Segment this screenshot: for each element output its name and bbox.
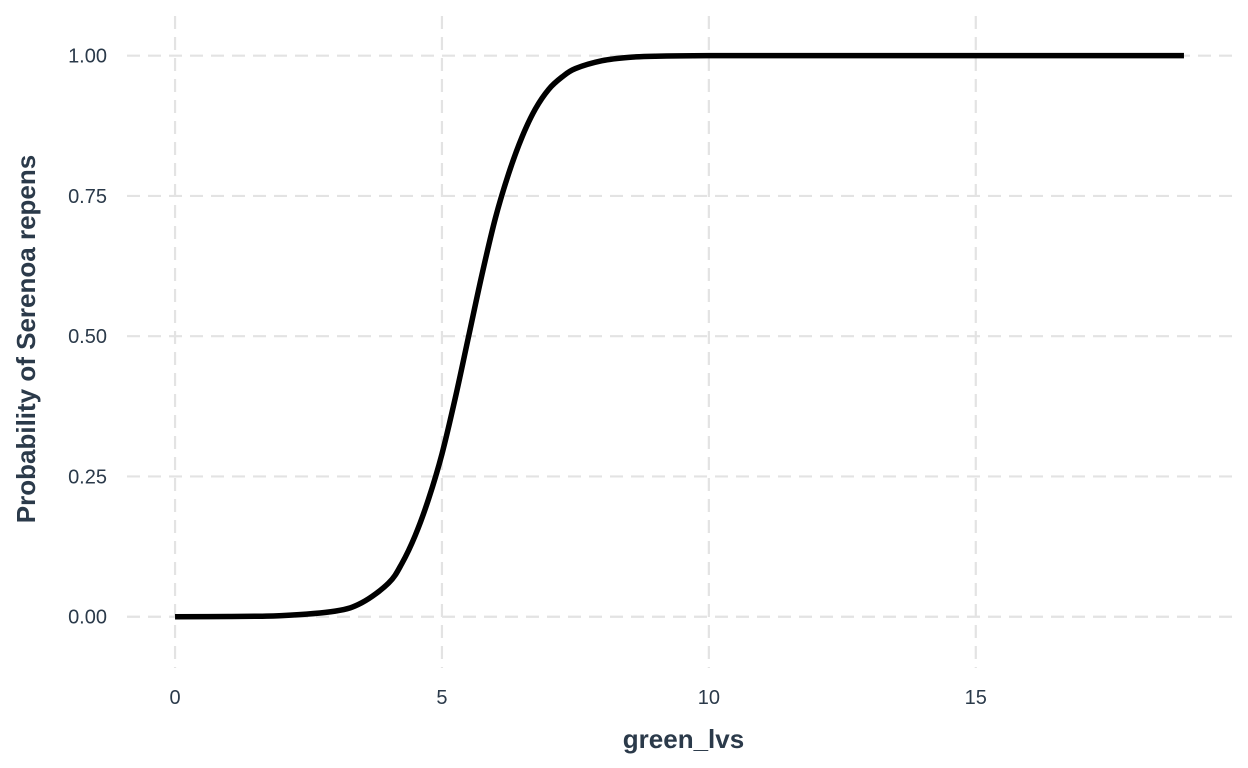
vertical-gridlines bbox=[173, 16, 977, 668]
probability-curve bbox=[175, 52, 1184, 620]
x-tick-label: 0 bbox=[169, 687, 180, 709]
x-tick-label: 5 bbox=[436, 687, 447, 709]
y-tick-label: 0.00 bbox=[68, 607, 107, 629]
series-layer bbox=[175, 52, 1184, 620]
horizontal-gridlines bbox=[127, 54, 1232, 618]
y-tick-label: 1.00 bbox=[68, 46, 107, 68]
x-axis-title: green_lvs bbox=[623, 724, 744, 754]
y-axis-title: Probability of Serenoa repens bbox=[11, 155, 41, 523]
y-tick-label: 0.75 bbox=[68, 186, 107, 208]
y-tick-label: 0.50 bbox=[68, 326, 107, 348]
y-tick-labels: 0.00 0.25 0.50 0.75 1.00 bbox=[68, 46, 107, 629]
x-tick-labels: 0 5 10 15 bbox=[169, 687, 986, 709]
x-tick-label: 15 bbox=[965, 687, 987, 709]
y-tick-label: 0.25 bbox=[68, 466, 107, 488]
x-tick-label: 10 bbox=[698, 687, 720, 709]
